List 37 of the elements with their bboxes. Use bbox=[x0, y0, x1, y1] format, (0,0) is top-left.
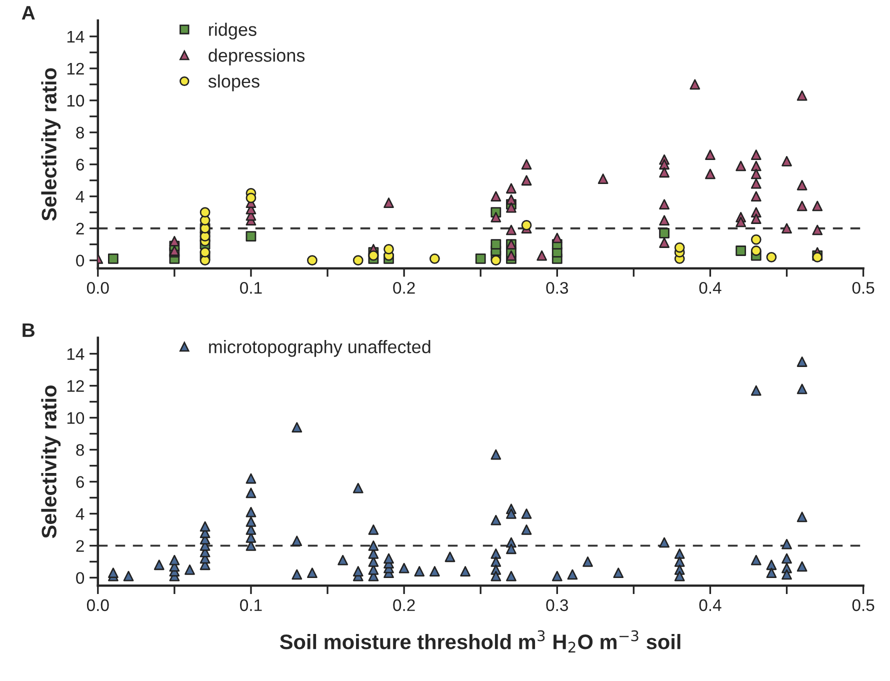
x-tick-label: 0.1 bbox=[240, 282, 262, 294]
x-tick-label: 0.0 bbox=[86, 599, 109, 612]
legend-label: microtopography unaffected bbox=[209, 340, 430, 357]
y-tick-label: 2 bbox=[76, 222, 84, 234]
x-tick-label: 0.5 bbox=[852, 599, 874, 612]
y-tick-label: 14 bbox=[67, 348, 84, 360]
chart-title: A bbox=[22, 6, 35, 20]
y-tick-label: 12 bbox=[67, 380, 84, 392]
x-tick-label: 0.4 bbox=[699, 282, 722, 294]
y-tick-label: 0 bbox=[76, 572, 84, 584]
legend-label: depressions bbox=[208, 48, 305, 66]
y-axis-title: Selectivity ratio bbox=[41, 68, 61, 221]
x-tick-label: 0.3 bbox=[546, 282, 568, 294]
x-axis-title: Soil moisture threshold m$^{3}$ H$_{2}$O m$^{−3}$ soil bbox=[280, 630, 680, 652]
y-tick-label: 10 bbox=[67, 94, 84, 107]
y-tick-label: 8 bbox=[76, 444, 84, 456]
y-tick-label: 8 bbox=[76, 126, 84, 139]
y-tick-label: 6 bbox=[76, 476, 84, 488]
y-tick-label: 6 bbox=[76, 158, 84, 171]
x-tick-label: 0.5 bbox=[852, 282, 874, 294]
x-tick-label: 0.4 bbox=[699, 599, 722, 612]
y-tick-label: 4 bbox=[76, 508, 84, 520]
legend-label: ridges bbox=[209, 22, 256, 40]
x-tick-label: 0.3 bbox=[546, 599, 568, 612]
x-tick-label: 0.2 bbox=[393, 282, 415, 294]
y-tick-label: 14 bbox=[67, 30, 84, 42]
y-tick-label: 12 bbox=[67, 62, 84, 74]
y-tick-label: 10 bbox=[67, 412, 84, 424]
legend-label: slopes bbox=[208, 74, 260, 92]
x-tick-label: 0.1 bbox=[240, 599, 262, 612]
x-tick-label: 0.2 bbox=[393, 599, 415, 612]
x-tick-label: 0.0 bbox=[86, 282, 109, 294]
y-tick-label: 0 bbox=[76, 254, 84, 267]
y-tick-label: 4 bbox=[76, 190, 84, 202]
y-axis-title: Selectivity ratio bbox=[41, 386, 61, 538]
chart-title: B bbox=[22, 323, 35, 337]
y-tick-label: 2 bbox=[76, 540, 84, 552]
